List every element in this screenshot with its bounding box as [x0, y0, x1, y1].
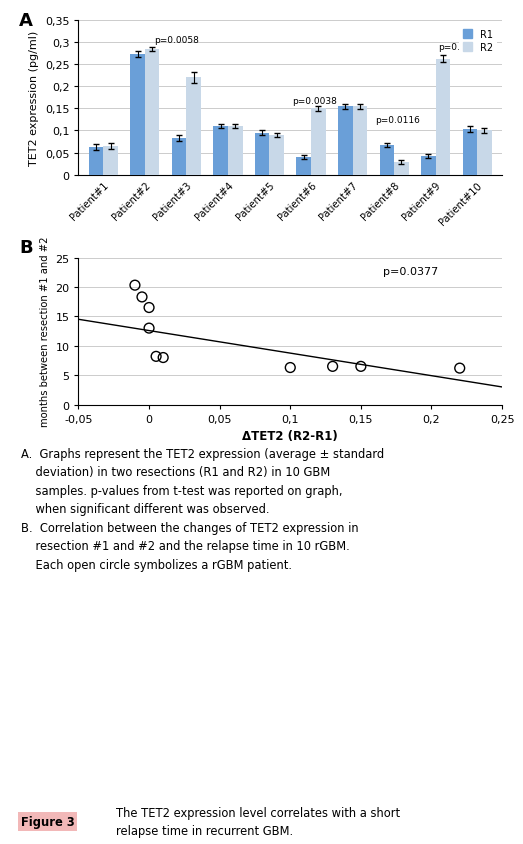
- Legend: R1, R2: R1, R2: [459, 26, 497, 57]
- Point: [152, 350, 160, 364]
- Bar: [89, 148, 104, 176]
- Bar: [394, 163, 408, 176]
- Bar: [436, 59, 450, 176]
- Point: [145, 322, 153, 335]
- Y-axis label: months between resection #1 and #2: months between resection #1 and #2: [40, 236, 50, 427]
- Bar: [353, 107, 367, 176]
- Bar: [338, 107, 353, 176]
- Bar: [255, 133, 269, 176]
- Bar: [130, 55, 145, 176]
- Point: [138, 291, 146, 305]
- Bar: [172, 139, 186, 176]
- Bar: [311, 109, 325, 176]
- Bar: [213, 127, 228, 176]
- Point: [145, 301, 153, 315]
- Bar: [297, 158, 311, 176]
- Bar: [477, 132, 492, 176]
- X-axis label: ΔTET2 (R2-R1): ΔTET2 (R2-R1): [242, 430, 338, 442]
- Bar: [421, 157, 436, 176]
- Point: [456, 362, 464, 376]
- Point: [159, 351, 167, 365]
- Point: [286, 361, 294, 375]
- Text: p=0.0036: p=0.0036: [438, 43, 483, 52]
- Point: [131, 279, 139, 293]
- Text: p=0.0058: p=0.0058: [154, 36, 199, 46]
- Text: The TET2 expression level correlates with a short
relapse time in recurrent GBM.: The TET2 expression level correlates wit…: [116, 807, 400, 837]
- Bar: [104, 147, 118, 176]
- Bar: [463, 130, 477, 176]
- Text: p=0.0038: p=0.0038: [292, 97, 337, 106]
- Text: B: B: [19, 239, 33, 257]
- Bar: [269, 136, 284, 176]
- Text: Figure 3: Figure 3: [20, 815, 74, 828]
- Text: A: A: [19, 12, 33, 30]
- Text: p=0.0116: p=0.0116: [376, 116, 420, 125]
- Bar: [186, 78, 201, 176]
- Text: p=0.0377: p=0.0377: [383, 267, 439, 277]
- Point: [328, 360, 337, 374]
- Text: A.  Graphs represent the TET2 expression (average ± standard
    deviation) in t: A. Graphs represent the TET2 expression …: [20, 447, 384, 571]
- Bar: [380, 146, 394, 176]
- Bar: [145, 50, 160, 176]
- Y-axis label: TET2 expression (pg/ml): TET2 expression (pg/ml): [29, 30, 39, 165]
- Bar: [228, 127, 243, 176]
- Point: [357, 360, 365, 374]
